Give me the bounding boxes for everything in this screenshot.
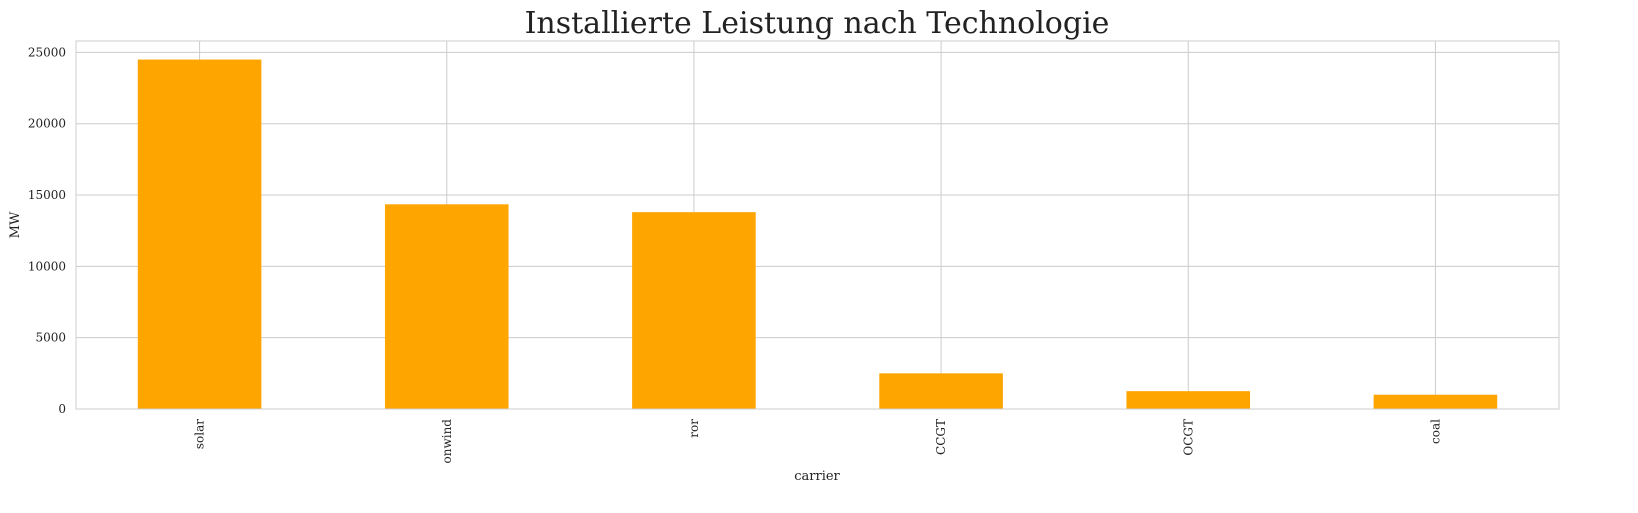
chart-title: Installierte Leistung nach Technologie <box>525 6 1110 41</box>
bar-onwind <box>384 204 509 409</box>
y-tick-label-4: 20000 <box>28 117 66 131</box>
y-axis-label: MW <box>8 211 23 238</box>
x-tick-labels: solar onwind ror CCGT OCGT coal <box>193 419 1443 464</box>
x-tick-label-CCGT: CCGT <box>934 419 948 455</box>
x-tick-label-coal: coal <box>1428 419 1442 444</box>
x-axis-label: carrier <box>794 469 840 484</box>
y-gridlines <box>76 51 1559 410</box>
y-tick-label-3: 15000 <box>28 188 66 202</box>
bar-OCGT <box>1126 391 1251 409</box>
y-tick-label-0: 0 <box>58 402 66 416</box>
x-gridlines <box>199 41 1436 409</box>
y-tick-label-5: 25000 <box>28 45 66 59</box>
bar-solar <box>137 59 262 410</box>
x-tick-label-ror: ror <box>687 419 701 438</box>
x-tick-label-OCGT: OCGT <box>1181 419 1195 456</box>
x-tick-label-solar: solar <box>193 419 207 449</box>
bars <box>137 59 1498 410</box>
x-tick-label-onwind: onwind <box>440 419 454 464</box>
bar-CCGT <box>879 373 1003 409</box>
bar-ror <box>632 212 756 409</box>
y-tick-label-2: 10000 <box>28 259 66 273</box>
y-tick-label-1: 5000 <box>35 331 66 345</box>
plot-frame <box>75 40 1560 410</box>
y-tick-labels: 0 5000 10000 15000 20000 25000 <box>28 45 66 416</box>
bar-coal <box>1373 394 1498 409</box>
